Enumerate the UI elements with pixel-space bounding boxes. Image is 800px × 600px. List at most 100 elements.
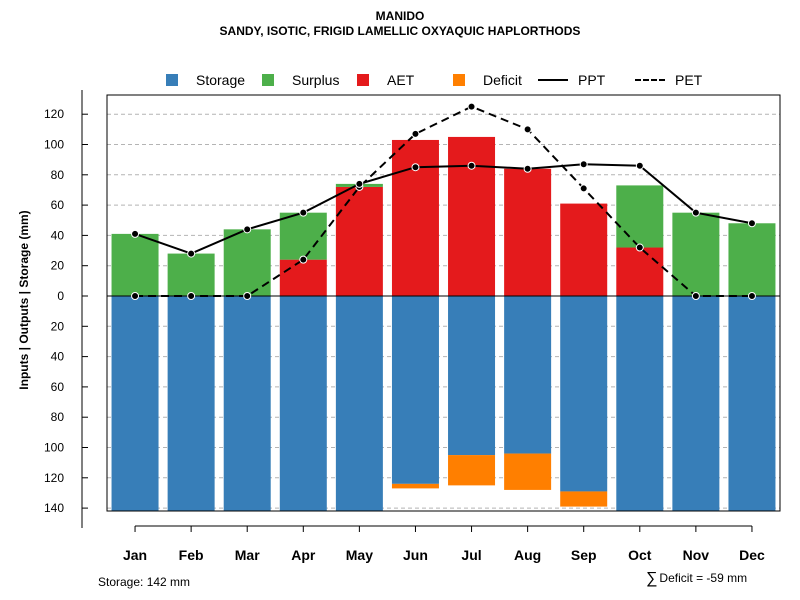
point-pet: [467, 102, 476, 111]
point-pet: [579, 184, 588, 193]
point-ppt: [243, 225, 252, 234]
chart-title: MANIDO: [375, 9, 425, 23]
bar-storage: [616, 296, 664, 512]
y-tick-label: 80: [51, 168, 65, 182]
x-tick-label: Mar: [235, 547, 260, 563]
y-tick-label: 20: [51, 319, 65, 333]
bar-storage: [279, 296, 327, 512]
x-tick-label: Jun: [403, 547, 428, 563]
bar-deficit: [504, 453, 552, 490]
y-tick-label: 60: [51, 198, 65, 212]
x-tick-label: Dec: [739, 547, 765, 563]
point-ppt: [691, 208, 700, 217]
bar-surplus: [728, 223, 776, 296]
point-ppt: [635, 161, 644, 170]
bar-storage: [111, 296, 159, 512]
y-tick-label: 40: [51, 350, 65, 364]
bar-storage: [672, 296, 720, 512]
point-pet: [635, 243, 644, 252]
bar-deficit: [448, 455, 496, 486]
y-tick-label: 100: [44, 138, 64, 152]
x-tick-label: Oct: [628, 547, 652, 563]
legend: Storage Surplus AET Deficit PPT PET: [0, 70, 800, 90]
bar-surplus: [167, 253, 215, 296]
point-pet: [411, 129, 420, 138]
legend-item-aet: AET: [357, 70, 414, 90]
bar-deficit: [391, 483, 439, 489]
series-line-pet: [135, 105, 752, 297]
point-ppt: [355, 179, 364, 188]
bar-storage: [223, 296, 271, 512]
legend-swatch-deficit: [453, 74, 465, 86]
y-tick-label: 120: [44, 107, 64, 121]
y-tick-label: 20: [51, 259, 65, 273]
y-tick-label: 120: [44, 471, 64, 485]
point-ppt: [411, 163, 420, 172]
bar-aet: [616, 247, 664, 296]
point-pet: [187, 292, 196, 300]
point-pet: [523, 125, 532, 134]
legend-label-ppt: PPT: [578, 72, 606, 88]
point-pet: [131, 292, 140, 300]
bar-surplus: [111, 233, 159, 296]
deficit-note: ∑ Deficit = -59 mm: [646, 570, 747, 588]
bar-storage: [167, 296, 215, 512]
point-ppt: [579, 160, 588, 169]
x-tick-label: Jul: [461, 547, 481, 563]
legend-item-storage: Storage: [166, 70, 245, 90]
point-ppt: [747, 219, 756, 228]
chart-subtitle: SANDY, ISOTIC, FRIGID LAMELLIC OXYAQUIC …: [219, 24, 581, 38]
legend-item-surplus: Surplus: [262, 70, 339, 90]
legend-item-ppt: PPT: [538, 70, 605, 90]
deficit-text: Deficit = -59 mm: [659, 571, 748, 585]
point-pet: [299, 255, 308, 264]
point-ppt: [131, 229, 140, 238]
bar-surplus: [672, 212, 720, 296]
point-ppt: [523, 164, 532, 173]
x-tick-label: Nov: [683, 547, 710, 563]
bar-storage: [448, 296, 496, 456]
x-tick-label: Feb: [179, 547, 204, 563]
y-tick-label: 140: [44, 501, 64, 515]
y-tick-label: 0: [57, 289, 64, 303]
legend-label-storage: Storage: [196, 72, 246, 88]
y-tick-label: 40: [51, 228, 65, 242]
bar-aet: [448, 136, 496, 296]
point-ppt: [299, 208, 308, 217]
x-tick-label: Sep: [571, 547, 597, 563]
plot-frame: [106, 94, 781, 512]
bar-storage: [504, 296, 552, 454]
point-pet: [747, 292, 756, 300]
bar-storage: [728, 296, 776, 512]
legend-line-ppt: [538, 79, 568, 81]
legend-swatch-surplus: [262, 74, 274, 86]
legend-label-aet: AET: [387, 72, 415, 88]
x-tick-label: Apr: [291, 547, 316, 563]
bar-storage: [391, 296, 439, 484]
legend-label-surplus: Surplus: [292, 72, 340, 88]
bar-storage: [335, 296, 383, 512]
series-line-ppt: [134, 163, 753, 255]
bar-surplus: [616, 185, 664, 248]
sigma-symbol: ∑: [646, 570, 658, 587]
legend-item-deficit: Deficit: [453, 70, 522, 90]
bar-aet: [279, 259, 327, 296]
bar-aet: [560, 203, 608, 296]
point-ppt: [467, 161, 476, 170]
bar-aet: [335, 186, 383, 296]
point-ppt: [187, 249, 196, 258]
bar-storage: [560, 296, 608, 492]
y-tick-label: 80: [51, 410, 65, 424]
x-tick-label: Jan: [123, 547, 147, 563]
bar-surplus: [279, 212, 327, 260]
point-pet: [691, 292, 700, 300]
legend-line-pet: [635, 79, 665, 81]
bar-deficit: [560, 491, 608, 507]
storage-note: Storage: 142 mm: [98, 575, 191, 589]
y-tick-label: 60: [51, 380, 65, 394]
legend-label-pet: PET: [675, 72, 703, 88]
legend-swatch-storage: [166, 74, 178, 86]
bar-aet: [504, 168, 552, 296]
x-tick-label: May: [346, 547, 373, 563]
